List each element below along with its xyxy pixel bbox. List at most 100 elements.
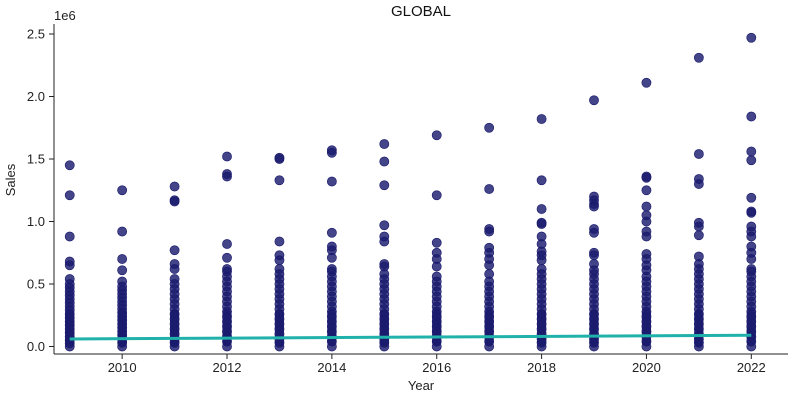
data-point — [746, 111, 757, 122]
data-point — [169, 181, 180, 192]
data-point — [536, 175, 547, 186]
y-tick-label: 2.0 — [27, 89, 45, 104]
x-tick-label: 2016 — [422, 360, 451, 375]
data-point — [484, 226, 495, 237]
data-point — [484, 122, 495, 133]
data-point — [169, 196, 180, 207]
data-point — [641, 77, 652, 88]
dense-point-band — [589, 309, 599, 347]
y-tick-label: 0.5 — [27, 277, 45, 292]
data-point — [431, 130, 442, 141]
data-point — [326, 147, 337, 158]
data-point — [169, 264, 180, 274]
y-axis-title: Sales — [3, 163, 18, 196]
data-point — [746, 207, 757, 218]
data-point — [222, 151, 232, 162]
chart-title: GLOBAL — [391, 3, 451, 20]
data-point — [589, 250, 599, 261]
x-tick-label: 2022 — [737, 360, 766, 375]
data-point — [536, 219, 547, 229]
data-point — [746, 146, 757, 157]
data-point — [274, 175, 285, 186]
data-point — [379, 236, 390, 247]
data-point — [536, 204, 547, 214]
data-point — [379, 180, 390, 191]
data-point — [117, 185, 128, 196]
dense-point-band — [746, 309, 756, 347]
data-point — [274, 255, 285, 266]
data-point — [274, 154, 285, 164]
data-point — [641, 185, 652, 196]
dense-point-band — [274, 309, 285, 347]
x-axis-title: Year — [408, 378, 435, 393]
data-point — [64, 231, 75, 242]
data-point — [641, 172, 652, 183]
dense-point-band — [484, 309, 494, 347]
dense-point-band — [432, 309, 442, 347]
x-tick-label: 2018 — [527, 360, 556, 375]
y-tick-label: 1.0 — [27, 214, 45, 229]
data-point — [379, 220, 390, 231]
data-point — [746, 254, 757, 264]
trend-layer — [69, 333, 752, 341]
data-point — [326, 227, 337, 238]
data-point — [274, 236, 285, 247]
data-point — [222, 239, 232, 249]
x-tick-label: 2010 — [108, 360, 137, 375]
y-tick-label: 2.5 — [27, 27, 45, 42]
data-point — [484, 184, 495, 194]
data-point — [64, 160, 75, 171]
points-layer — [64, 32, 757, 352]
data-point — [484, 260, 495, 271]
data-point — [117, 265, 128, 276]
y-tick-label: 1.5 — [27, 152, 45, 167]
data-point — [746, 231, 757, 242]
data-point — [589, 227, 599, 238]
data-point — [536, 255, 547, 266]
data-point — [693, 149, 704, 159]
data-point — [536, 114, 547, 124]
data-point — [169, 245, 180, 256]
dense-point-band — [169, 309, 180, 347]
data-point — [431, 190, 442, 201]
dense-point-band — [222, 309, 232, 347]
x-tick-label: 2012 — [213, 360, 242, 375]
data-point — [222, 252, 232, 263]
dense-point-band — [694, 309, 704, 347]
dense-point-band — [536, 309, 547, 347]
data-point — [326, 176, 337, 187]
data-point — [693, 230, 704, 241]
dense-point-band — [379, 309, 389, 347]
data-point — [693, 221, 704, 232]
dense-point-band — [327, 309, 337, 347]
data-point — [431, 237, 442, 248]
data-point — [117, 226, 128, 237]
data-point — [693, 179, 704, 189]
data-point — [589, 201, 599, 212]
data-point — [746, 192, 757, 203]
data-point — [326, 252, 337, 263]
data-point — [379, 139, 390, 149]
data-point — [746, 155, 757, 166]
data-point — [641, 201, 652, 212]
data-point — [117, 254, 128, 264]
data-point — [693, 52, 704, 63]
x-tick-label: 2014 — [317, 360, 346, 375]
dense-point-band — [641, 309, 652, 347]
y-tick-label: 0.0 — [27, 339, 45, 354]
data-point — [222, 171, 232, 182]
data-point — [64, 260, 75, 271]
data-point — [431, 261, 442, 272]
dense-point-band — [117, 309, 127, 347]
trend-line — [69, 333, 752, 341]
data-point — [641, 231, 652, 242]
axes-layer: 2010 2012 2014 2016 2018 2020 2022 0.0 0.5 1.0 1.5… — [27, 24, 788, 375]
data-point — [64, 190, 75, 201]
data-point — [746, 32, 757, 43]
data-point — [641, 216, 652, 227]
data-point — [379, 156, 390, 167]
x-tick-label: 2020 — [632, 360, 661, 375]
dense-point-band — [65, 309, 75, 347]
y-offset-label: 1e6 — [54, 8, 76, 23]
